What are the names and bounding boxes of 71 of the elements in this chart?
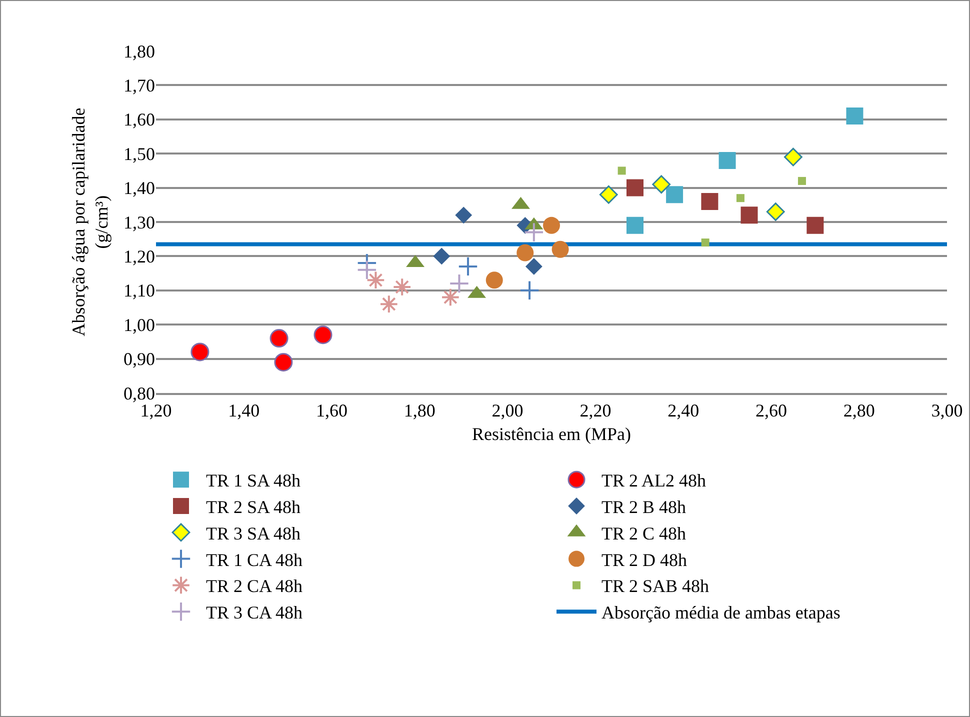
y-axis-title: Absorção água por capilaridade (g/cm³): [68, 108, 112, 336]
point: [486, 272, 503, 289]
point: [846, 107, 864, 124]
y-tick-label: 1,10: [124, 280, 155, 301]
point: [543, 216, 560, 234]
legend-label: TR 1 SA 48h: [206, 470, 301, 491]
y-tick-label: 1,20: [124, 246, 155, 266]
point: [626, 179, 644, 196]
point: [701, 192, 718, 210]
y-tick-label: 0,90: [124, 349, 155, 370]
point: [441, 288, 460, 307]
legend-label: TR 2 SAB 48h: [602, 576, 710, 596]
legend-label: TR 2 CA 48h: [206, 576, 303, 596]
x-axis-title: Resistência em (MPa): [472, 424, 631, 444]
legend-label: TR 2 C 48h: [602, 523, 686, 544]
point: [458, 256, 478, 277]
point: [366, 270, 386, 290]
point: [701, 238, 710, 247]
point: [356, 260, 378, 280]
point: [525, 258, 542, 275]
x-tick-label: 2,00: [492, 400, 524, 421]
x-tick-label: 1,60: [316, 400, 348, 421]
legend-label: TR 3 CA 48h: [206, 602, 303, 623]
point: [784, 148, 802, 166]
point: [740, 206, 758, 224]
point: [314, 326, 332, 344]
legend-label: Absorção média de ambas etapas: [602, 602, 840, 623]
point: [380, 294, 398, 314]
x-tick-label: 2,40: [668, 400, 700, 421]
point: [516, 244, 534, 262]
legend-label: TR 2 SA 48h: [206, 497, 301, 518]
point: [652, 175, 671, 194]
y-tick-label: 1,80: [124, 41, 155, 62]
x-tick-label: 1,20: [140, 400, 172, 421]
point: [798, 176, 806, 185]
point: [519, 280, 540, 300]
point: [718, 152, 736, 169]
x-tick-label: 1,80: [404, 400, 436, 421]
point: [736, 194, 744, 202]
point: [618, 166, 626, 175]
legend-label: TR 2 D 48h: [602, 550, 687, 570]
point: [433, 248, 450, 265]
point: [766, 202, 785, 221]
point: [449, 273, 470, 294]
y-tick-label: 1,50: [124, 144, 155, 164]
legend-label: TR 3 SA 48h: [206, 523, 301, 544]
point: [806, 216, 824, 234]
point: [552, 240, 569, 258]
point: [270, 329, 288, 348]
x-tick-label: 2,80: [843, 400, 875, 421]
point: [626, 216, 644, 234]
x-tick-label: 2,60: [755, 400, 787, 421]
point: [599, 185, 618, 204]
x-tick-label: 1,40: [228, 400, 260, 421]
point: [524, 222, 544, 242]
y-tick-label: 1,00: [124, 314, 155, 335]
y-tick-label: 1,30: [124, 212, 155, 232]
y-tick-label: 1,60: [124, 110, 155, 130]
point: [666, 186, 684, 204]
point: [392, 278, 412, 296]
legend-label: TR 2 B 48h: [602, 497, 686, 518]
point: [190, 342, 210, 362]
x-tick-label: 2,20: [580, 400, 612, 421]
y-tick-label: 1,40: [124, 178, 155, 198]
point: [455, 206, 472, 224]
y-tick-label: 0,80: [124, 383, 155, 404]
legend-label: TR 1 CA 48h: [206, 550, 303, 570]
legend-label: TR 2 AL2 48h: [602, 470, 706, 491]
point: [274, 352, 293, 372]
y-tick-label: 1,70: [124, 76, 155, 96]
x-tick-label: 3,00: [931, 400, 963, 421]
